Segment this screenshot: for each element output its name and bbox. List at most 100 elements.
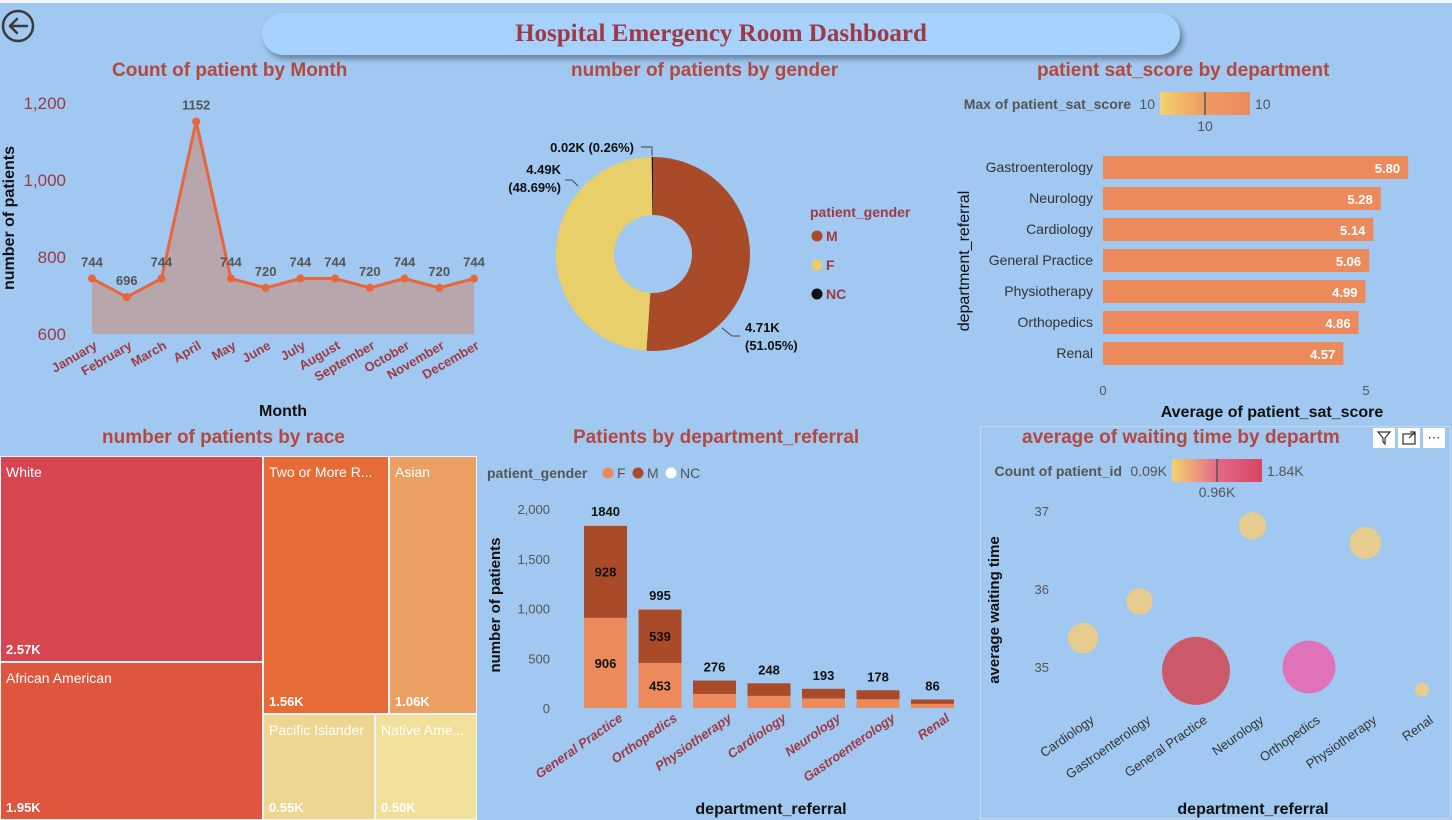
slice-label-m-value: 4.71K bbox=[745, 320, 780, 335]
data-label: 5.28 bbox=[1347, 192, 1372, 207]
bar-segment-f bbox=[856, 699, 900, 708]
filter-icon[interactable] bbox=[1373, 428, 1395, 448]
bar-segment-nc bbox=[584, 524, 627, 526]
treemap-tile-pacific-islander[interactable]: Pacific Islander 0.55K bbox=[263, 714, 375, 820]
bubble bbox=[1238, 512, 1267, 540]
bubble bbox=[1282, 640, 1336, 694]
y-axis-title: number of patients bbox=[487, 537, 504, 672]
data-label: 744 bbox=[324, 255, 346, 270]
bar bbox=[1103, 187, 1381, 210]
data-point bbox=[365, 283, 374, 292]
data-label: 5.14 bbox=[1340, 223, 1366, 238]
legend-title: patient_gender bbox=[810, 204, 911, 220]
treemap-tile-asian[interactable]: Asian 1.06K bbox=[389, 456, 477, 714]
donut-slice-m bbox=[646, 157, 751, 351]
y-tick-label: Neurology bbox=[1029, 190, 1093, 206]
legend-label-f: F bbox=[826, 257, 835, 273]
color-legend-label: Count of patient_id bbox=[994, 463, 1122, 479]
top-strip bbox=[0, 0, 1452, 3]
waiting-chart-title: average of waiting time by departm bbox=[1022, 427, 1340, 448]
y-tick-label: 1,500 bbox=[517, 552, 550, 567]
bar-segment-m bbox=[638, 609, 682, 663]
tile-label: Two or More R... bbox=[269, 464, 373, 480]
segment-label: 453 bbox=[649, 678, 671, 693]
slice-label-f-value: 4.49K bbox=[526, 162, 561, 177]
y-tick-label: Gastroenterology bbox=[986, 159, 1093, 175]
bar-segment-f bbox=[638, 662, 682, 708]
y-tick-label: Physiotherapy bbox=[1004, 283, 1093, 299]
bar bbox=[1103, 280, 1366, 303]
color-legend-label: Max of patient_sat_score bbox=[964, 96, 1131, 112]
total-label: 1840 bbox=[591, 504, 620, 519]
x-axis-title: department_referral bbox=[695, 801, 846, 818]
y-tick-label: 36 bbox=[1035, 582, 1049, 597]
series-line bbox=[91, 121, 475, 299]
tile-label: Native Ame... bbox=[381, 722, 465, 738]
data-label: 5.06 bbox=[1336, 254, 1361, 269]
y-tick-label: 1,000 bbox=[23, 171, 66, 190]
slice-label-f-percent: (48.69%) bbox=[508, 180, 561, 195]
bar-segment-f bbox=[747, 695, 791, 708]
bar-segment-f bbox=[802, 698, 845, 708]
total-label: 86 bbox=[925, 678, 939, 693]
bar bbox=[1103, 342, 1344, 365]
color-legend-mid: 10 bbox=[1197, 118, 1213, 134]
segment-label: 906 bbox=[595, 656, 617, 671]
x-axis-title: Average of patient_sat_score bbox=[1161, 404, 1384, 421]
race-chart-title: number of patients by race bbox=[102, 427, 345, 448]
bar-segment-m bbox=[693, 680, 736, 694]
bar-segment-m bbox=[584, 525, 627, 618]
segment-label: 539 bbox=[649, 629, 671, 644]
data-point bbox=[400, 274, 409, 283]
treemap-tile-white[interactable]: White 2.57K bbox=[0, 456, 263, 662]
y-tick-label: 37 bbox=[1035, 504, 1049, 519]
treemap-tile-two-or-more[interactable]: Two or More R... 1.56K bbox=[263, 456, 389, 714]
data-label: 744 bbox=[151, 255, 173, 270]
bubble bbox=[1162, 636, 1230, 705]
race-treemap: White 2.57K African American 1.95K Two o… bbox=[0, 456, 477, 820]
color-legend-mid: 0.96K bbox=[1199, 484, 1236, 500]
treemap-tile-native-american[interactable]: Native Ame... 0.50K bbox=[375, 714, 477, 820]
waiting-panel-frame bbox=[980, 426, 1451, 819]
y-tick-label: General Practice bbox=[989, 252, 1093, 268]
treemap-tile-african-american[interactable]: African American 1.95K bbox=[0, 662, 263, 820]
y-tick-label: 35 bbox=[1035, 660, 1049, 675]
data-label: 4.86 bbox=[1325, 316, 1350, 331]
bar-segment-f bbox=[911, 703, 954, 708]
legend-label-nc: NC bbox=[680, 465, 700, 481]
bar bbox=[1103, 156, 1409, 179]
y-tick-label: 600 bbox=[38, 325, 66, 344]
total-label: 995 bbox=[649, 588, 671, 603]
back-arrow-icon[interactable] bbox=[1, 9, 35, 43]
department-chart-title: Patients by department_referral bbox=[573, 427, 860, 448]
data-point bbox=[192, 117, 201, 126]
total-label: 276 bbox=[704, 660, 726, 675]
donut-slice-f bbox=[556, 157, 653, 351]
color-legend-min: 0.09K bbox=[1130, 463, 1167, 479]
bar-segment-m bbox=[747, 683, 791, 696]
data-point bbox=[261, 283, 270, 292]
bubble bbox=[1067, 622, 1099, 654]
data-label: 744 bbox=[463, 255, 485, 270]
more-options-icon[interactable]: ⋯ bbox=[1423, 428, 1445, 448]
data-label: 720 bbox=[428, 264, 450, 279]
total-label: 193 bbox=[813, 668, 835, 683]
legend-marker-nc bbox=[665, 467, 677, 479]
bubble bbox=[1349, 527, 1382, 559]
area-fill bbox=[92, 121, 474, 334]
data-point bbox=[470, 274, 478, 283]
focus-mode-icon[interactable] bbox=[1398, 428, 1420, 448]
data-label: 4.57 bbox=[1310, 347, 1335, 362]
slice-label-nc: 0.02K (0.26%) bbox=[550, 140, 634, 155]
legend-marker-m bbox=[632, 467, 644, 479]
data-point bbox=[157, 274, 166, 283]
data-label: 720 bbox=[359, 264, 381, 279]
legend-marker-f bbox=[602, 467, 614, 479]
bar bbox=[1103, 311, 1359, 334]
data-label: 744 bbox=[394, 255, 416, 270]
bar-segment-m bbox=[856, 690, 900, 700]
data-point bbox=[88, 274, 96, 283]
